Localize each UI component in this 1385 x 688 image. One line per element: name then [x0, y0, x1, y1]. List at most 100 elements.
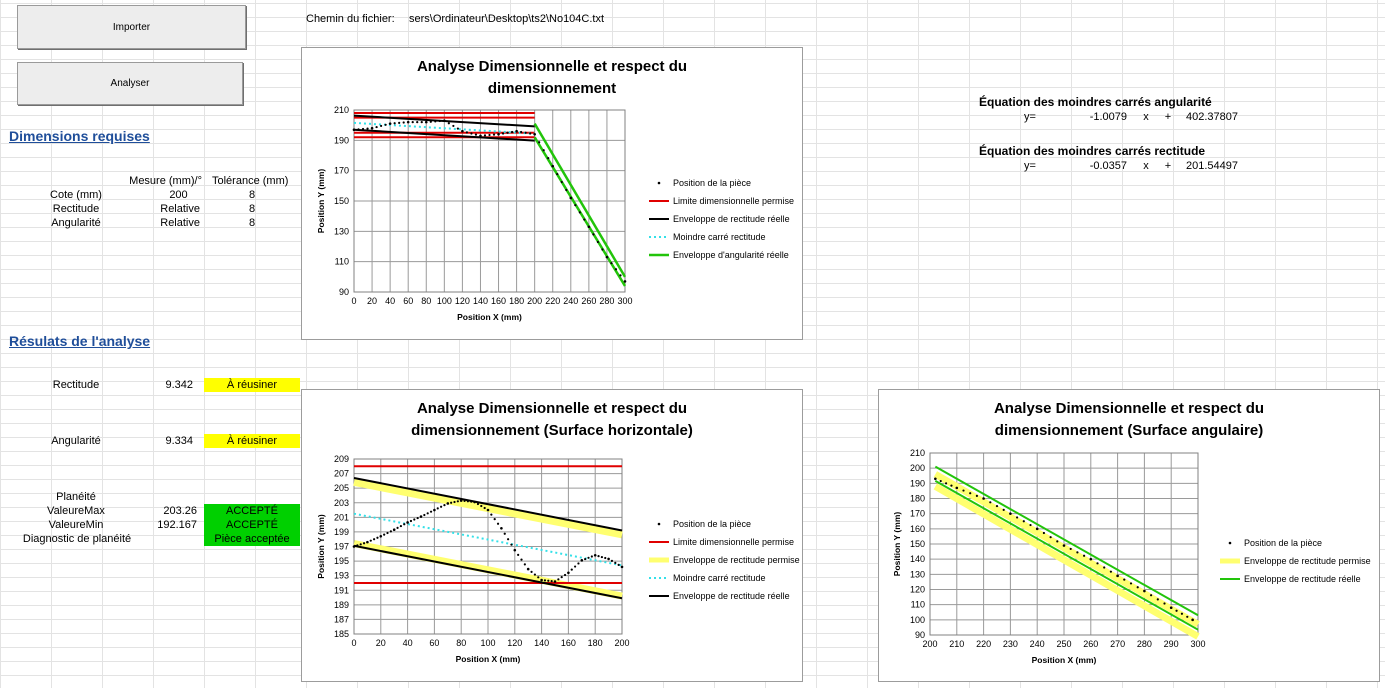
data-point	[560, 180, 563, 184]
required-row-tolerance: 8	[248, 189, 256, 201]
chart-title: Analyse Dimensionnelle et respect du dim…	[993, 400, 1265, 439]
straight-equation-plus: +	[1164, 160, 1172, 172]
legend-entry: Moindre carré rectitude	[648, 569, 800, 587]
data-point	[389, 530, 392, 533]
import-button[interactable]: Importer	[17, 5, 246, 49]
x-tick-label: 220	[976, 639, 991, 649]
data-point	[587, 225, 591, 229]
y-tick-label: 199	[334, 527, 349, 537]
horizontal-chart-legend: Position de la pièce Limite dimensionnell…	[648, 515, 800, 605]
y-tick-label: 190	[334, 135, 349, 145]
data-point	[601, 248, 604, 251]
flatness-label: Planéité	[56, 491, 96, 503]
data-point	[533, 132, 536, 136]
y-tick-label: 205	[334, 483, 349, 493]
data-point	[1069, 547, 1072, 551]
y-axis-label: Position Y (mm)	[316, 514, 326, 579]
data-point	[1103, 566, 1106, 569]
data-point	[1175, 609, 1178, 612]
legend-entry: Position de la pièce	[1219, 534, 1371, 552]
data-point	[492, 133, 496, 136]
x-tick-label: 100	[437, 296, 452, 306]
legend-label: Limite dimensionnelle permise	[673, 196, 795, 206]
data-point	[501, 132, 505, 135]
flatness-min-label: ValeureMin	[48, 519, 104, 531]
data-point	[384, 123, 387, 126]
data-point	[490, 513, 493, 516]
data-point	[550, 580, 553, 583]
data-point	[533, 573, 536, 576]
data-point	[366, 127, 369, 130]
data-point	[406, 120, 410, 124]
data-point	[557, 578, 560, 581]
series-line	[353, 512, 623, 567]
data-point	[496, 522, 500, 525]
data-point	[383, 533, 386, 536]
data-point	[456, 127, 459, 130]
data-point	[995, 504, 999, 508]
flatness-max-value: 203.26	[163, 505, 197, 517]
data-point	[1096, 562, 1099, 565]
data-point	[614, 268, 618, 271]
legend-label: Position de la pièce	[673, 519, 752, 529]
tolerance-header: Tolérance (mm)	[212, 175, 289, 187]
main-chart[interactable]: Analyse Dimensionnelle et respect du dim…	[301, 47, 803, 340]
data-point	[493, 518, 496, 521]
x-tick-label: 290	[1164, 639, 1179, 649]
angular-equation-plus: +	[1164, 111, 1172, 123]
flatness-max-status: ACCEPTÉ	[204, 504, 300, 518]
analyze-button[interactable]: Analyser	[17, 62, 243, 105]
data-point	[1156, 598, 1159, 601]
data-point	[580, 559, 584, 562]
data-point	[934, 477, 937, 481]
x-tick-label: 240	[563, 296, 578, 306]
angular-equation-title: Équation des moindres carrés angularité	[979, 95, 1212, 109]
x-tick-label: 280	[599, 296, 614, 306]
data-point	[1083, 554, 1086, 557]
data-point	[373, 538, 376, 541]
angular-chart[interactable]: Analyse Dimensionnelle et respect du dim…	[878, 389, 1380, 682]
data-point	[1016, 516, 1019, 519]
legend-swatch	[649, 595, 669, 597]
y-tick-label: 200	[910, 463, 925, 473]
data-point	[1143, 589, 1146, 593]
legend-swatch	[649, 253, 669, 257]
flatness-min-status: ACCEPTÉ	[204, 518, 300, 532]
legend-label: Moindre carré rectitude	[673, 232, 766, 242]
data-point	[357, 128, 360, 131]
required-row-measure: Relative	[160, 203, 200, 215]
y-tick-label: 170	[334, 166, 349, 176]
data-point	[433, 508, 436, 512]
data-point	[551, 164, 555, 168]
data-point	[584, 557, 587, 561]
data-point	[513, 548, 517, 552]
data-point	[574, 204, 577, 207]
y-tick-label: 90	[339, 287, 349, 297]
data-point	[486, 508, 490, 512]
data-point	[416, 121, 419, 124]
straightness-label: Rectitude	[52, 379, 100, 391]
data-point	[543, 579, 547, 582]
data-point	[465, 131, 469, 134]
x-tick-label: 180	[588, 638, 603, 648]
legend-label: Enveloppe de rectitude réelle	[673, 214, 790, 224]
series-line	[353, 478, 623, 539]
data-point	[402, 121, 405, 124]
data-point	[520, 130, 523, 134]
data-point	[1056, 540, 1059, 543]
data-point	[352, 545, 356, 548]
legend-swatch	[657, 522, 661, 526]
data-point	[483, 506, 486, 510]
data-point	[523, 563, 526, 566]
data-point	[597, 555, 600, 558]
data-point	[443, 119, 446, 122]
legend-entry: Limite dimensionnelle permise	[648, 192, 794, 210]
y-tick-label: 209	[334, 454, 349, 464]
horizontal-chart[interactable]: Analyse Dimensionnelle et respect du dim…	[301, 389, 803, 682]
data-point	[452, 124, 455, 128]
legend-entry: Limite dimensionnelle permise	[648, 533, 800, 551]
x-tick-label: 40	[403, 638, 413, 648]
x-tick-label: 100	[480, 638, 495, 648]
x-tick-label: 80	[456, 638, 466, 648]
file-path-value[interactable]: sers\Ordinateur\Desktop\ts2\No104C.txt	[409, 13, 605, 25]
